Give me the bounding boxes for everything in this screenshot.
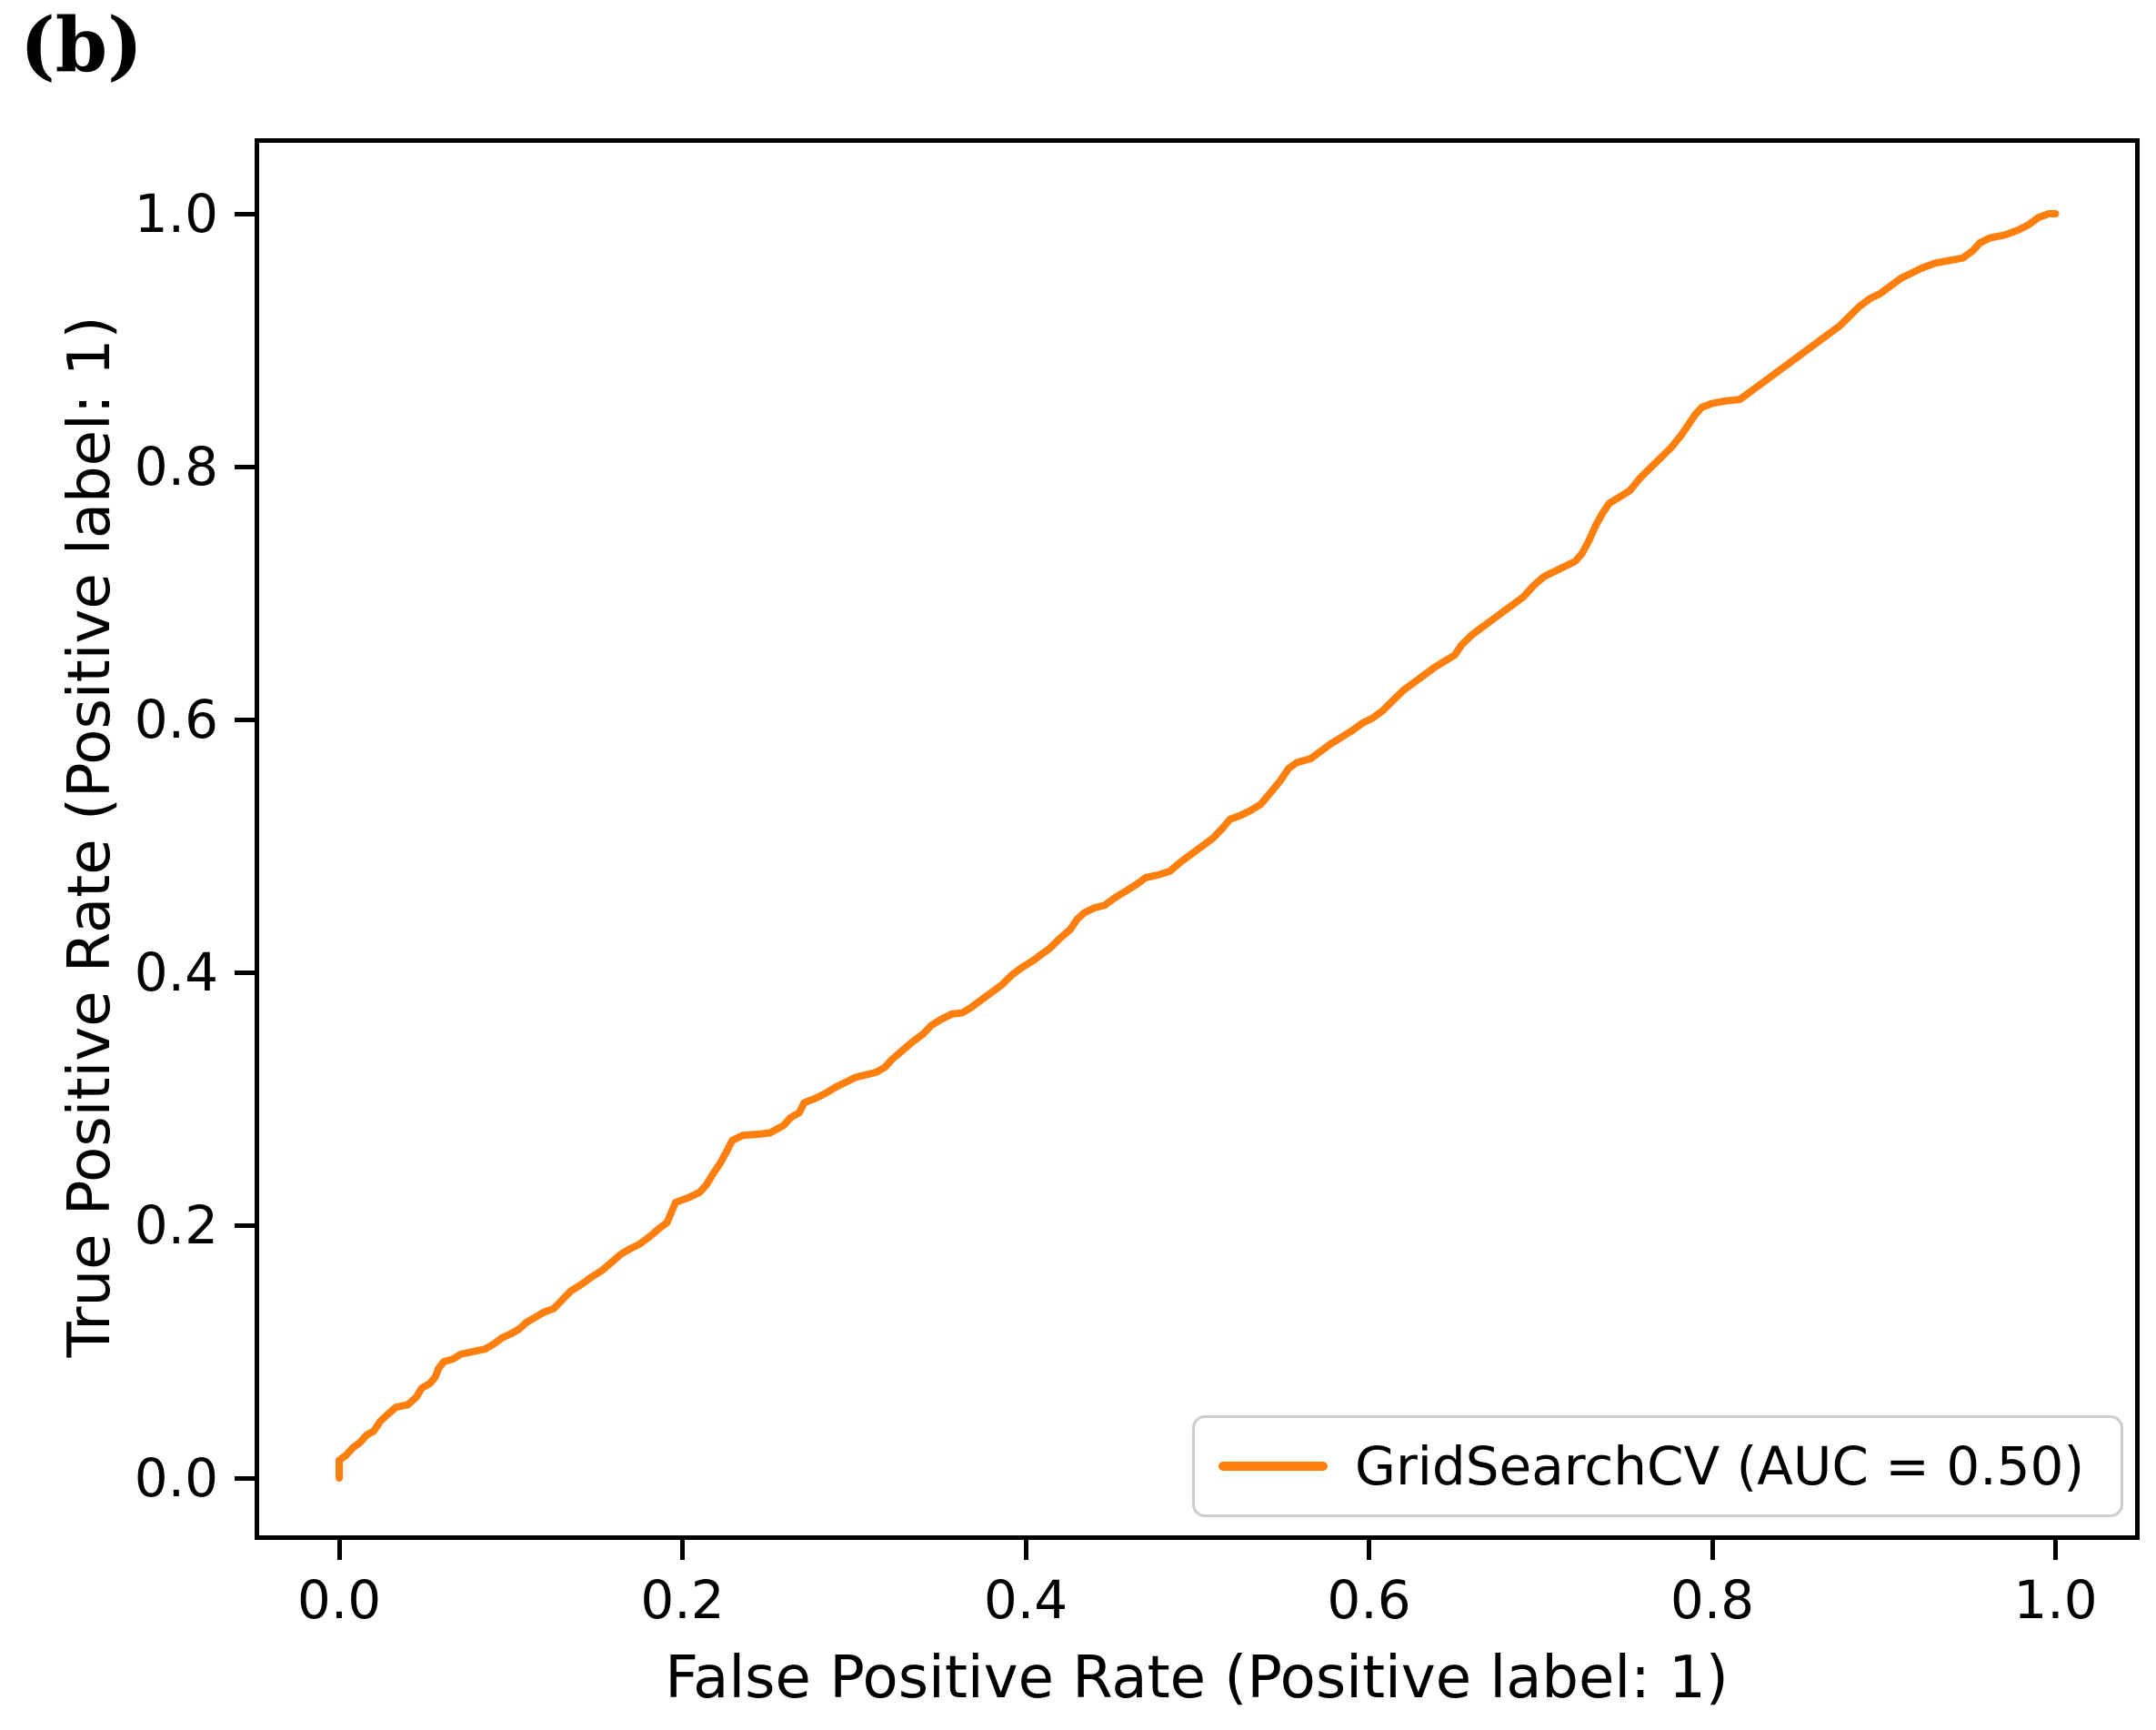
x-tick-label: 0.4: [983, 1569, 1068, 1631]
x-axis-label: False Positive Rate (Positive label: 1): [665, 1645, 1729, 1712]
x-tick-mark: [1023, 1540, 1028, 1560]
y-tick-label: 0.0: [134, 1447, 218, 1509]
panel-label: (b): [20, 2, 143, 89]
y-tick-mark: [235, 717, 255, 722]
plot-area: [255, 138, 2140, 1540]
x-tick-mark: [336, 1540, 342, 1560]
x-tick-mark: [2053, 1540, 2058, 1560]
y-tick-mark: [235, 211, 255, 216]
legend: GridSearchCV (AUC = 0.50): [1192, 1415, 2123, 1517]
x-tick-label: 0.2: [640, 1569, 725, 1631]
x-tick-mark: [1367, 1540, 1371, 1560]
y-tick-mark: [235, 970, 255, 975]
x-tick-mark: [1710, 1540, 1715, 1560]
y-tick-label: 0.6: [134, 689, 218, 750]
y-tick-label: 0.4: [134, 941, 218, 1003]
y-tick-label: 0.2: [134, 1194, 218, 1256]
roc-curve-line: [336, 210, 2060, 1482]
y-tick-mark: [235, 464, 255, 469]
y-tick-mark: [235, 1222, 255, 1228]
y-tick-label: 1.0: [134, 183, 218, 245]
y-tick-label: 0.8: [134, 436, 218, 498]
x-tick-label: 0.6: [1327, 1569, 1411, 1631]
legend-line-swatch: [1218, 1462, 1328, 1471]
roc-curve-canvas: [336, 210, 2060, 1482]
x-tick-mark: [680, 1540, 685, 1560]
x-tick-label: 0.0: [296, 1569, 382, 1631]
y-axis-label: True Positive Rate (Positive label: 1): [56, 316, 124, 1358]
x-tick-label: 1.0: [2013, 1569, 2098, 1631]
y-tick-mark: [235, 1475, 255, 1481]
x-tick-label: 0.8: [1670, 1569, 1755, 1631]
legend-label: GridSearchCV (AUC = 0.50): [1355, 1435, 2085, 1497]
